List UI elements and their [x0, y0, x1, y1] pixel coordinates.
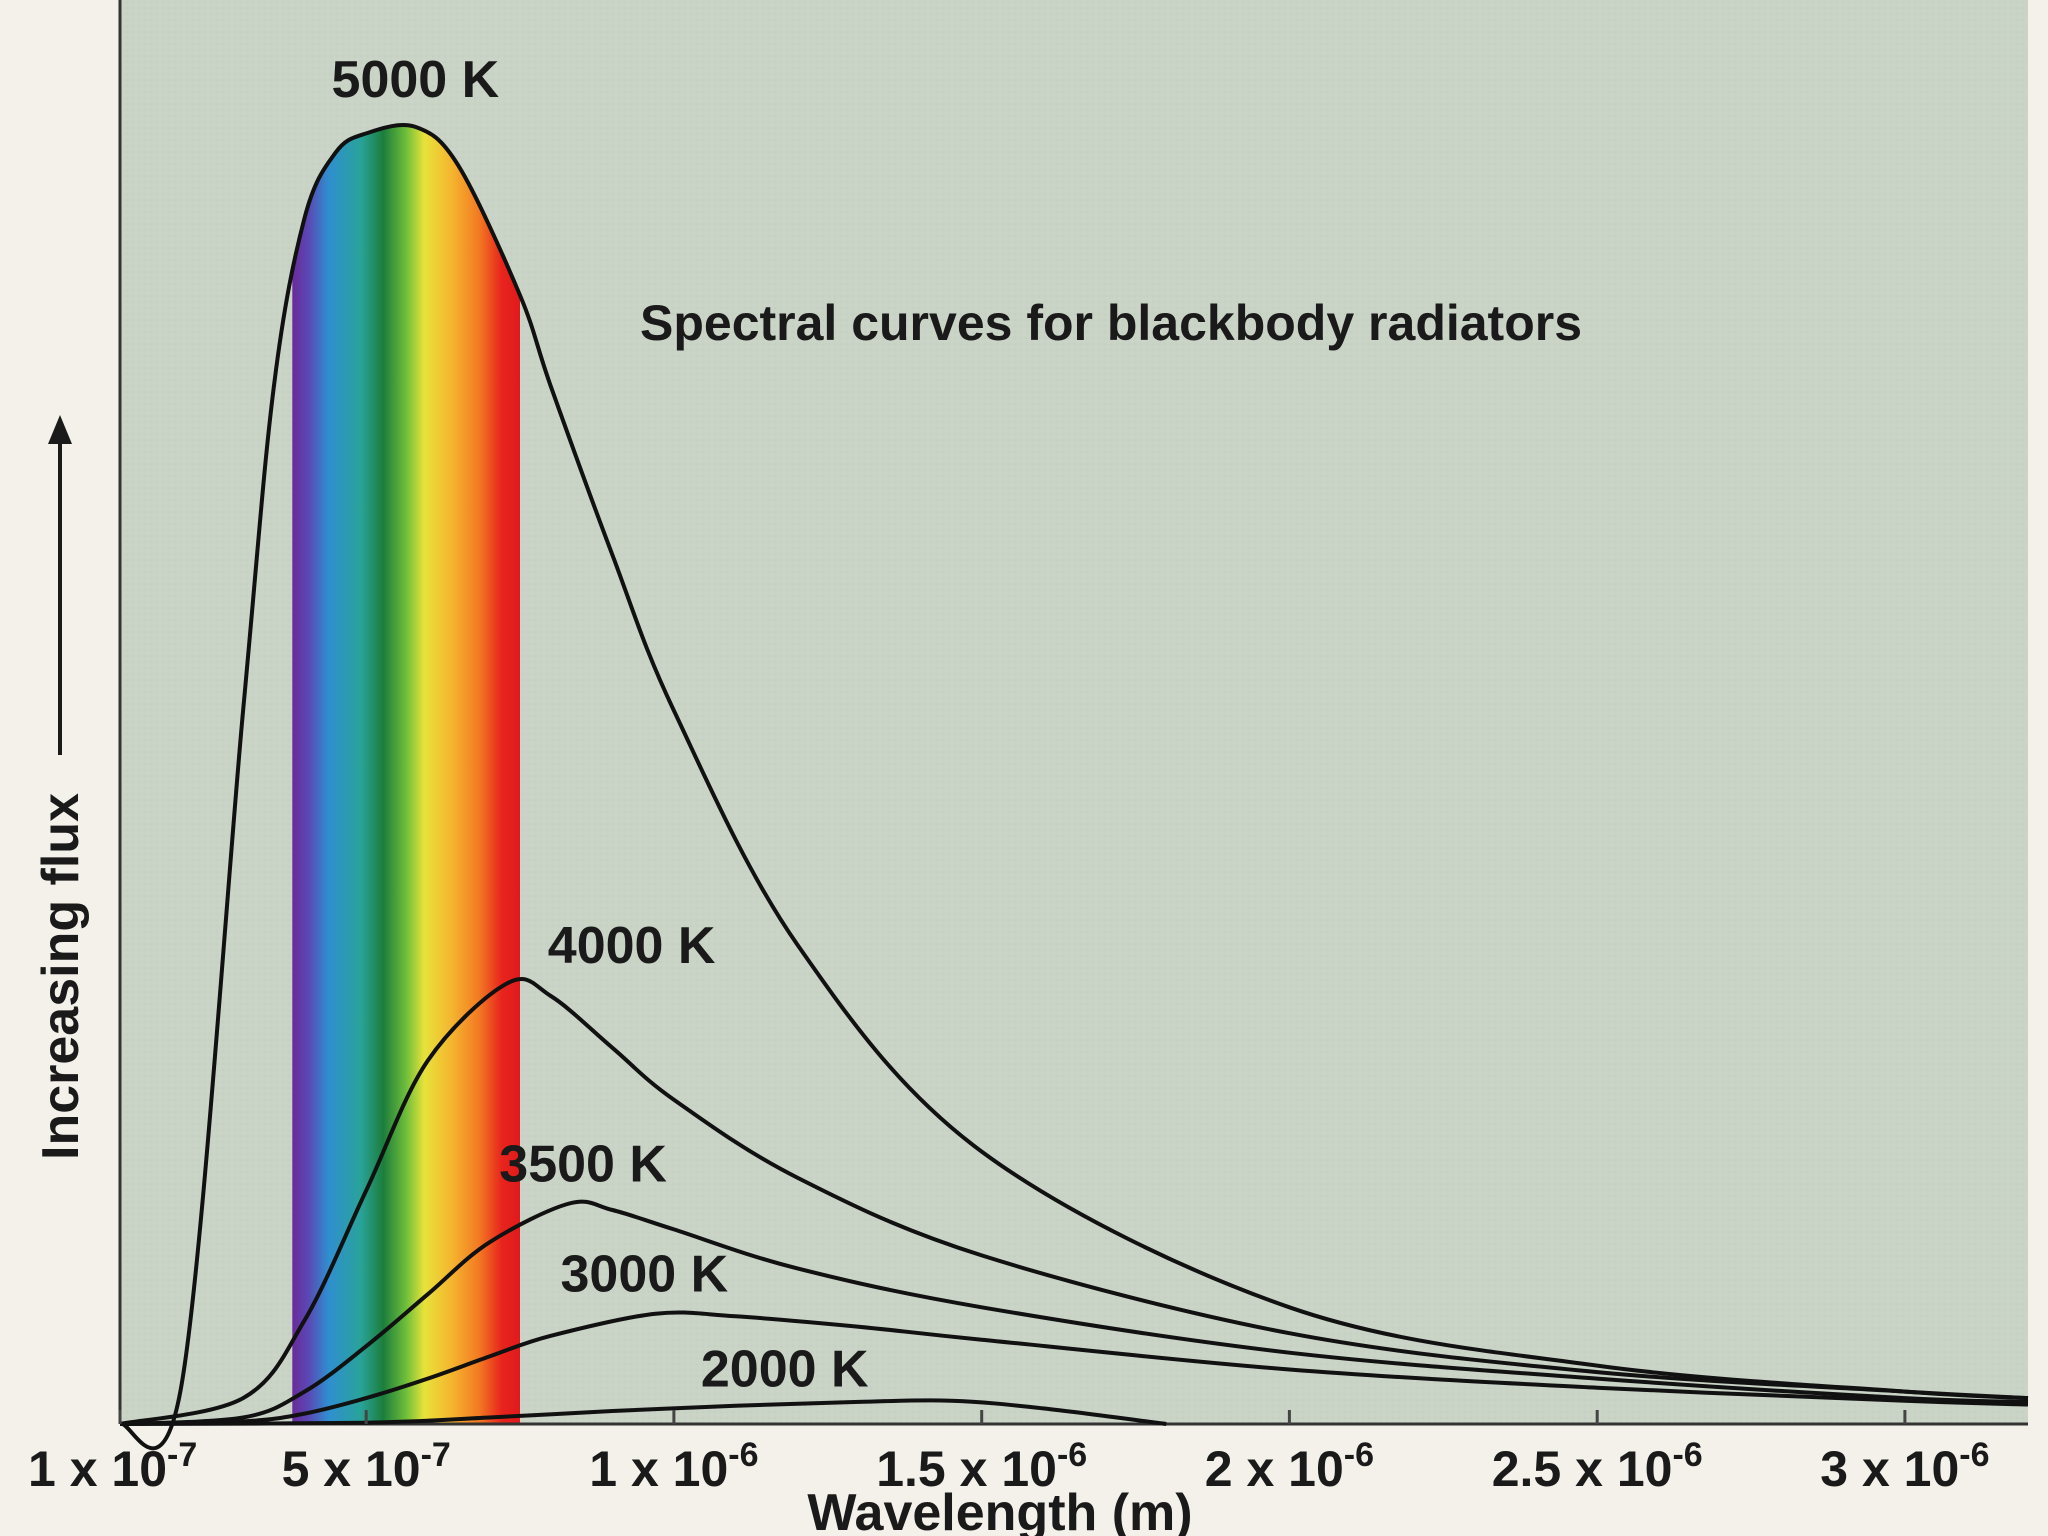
curves-layer [118, 123, 2029, 1451]
y-axis-arrowhead-icon [48, 415, 72, 444]
x-tick-label: 1 x 10-7 [28, 1436, 197, 1497]
x-axis-title: Wavelength (m) [807, 1484, 1192, 1536]
curve-label-4000k: 4000 K [548, 917, 716, 975]
curve-5000k [118, 123, 2029, 1451]
x-tick-label: 2 x 10-6 [1205, 1436, 1374, 1497]
curve-label-2000k: 2000 K [701, 1341, 869, 1399]
curve-4000k [119, 976, 2029, 1426]
chart-title: Spectral curves for blackbody radiators [640, 295, 1582, 351]
curve-3000k [119, 1310, 2029, 1426]
x-tick-label: 2.5 x 10-6 [1492, 1436, 1703, 1497]
y-axis-title: Increasing flux [32, 793, 90, 1160]
curve-label-5000k: 5000 K [332, 51, 500, 109]
visible-spectrum-band [292, 125, 520, 1424]
x-tick-label: 3 x 10-6 [1820, 1436, 1989, 1497]
x-tick-label: 1.5 x 10-6 [876, 1436, 1087, 1497]
curve-3500k [119, 1199, 2029, 1426]
curve-label-3000k: 3000 K [561, 1246, 729, 1304]
x-tick-label: 1 x 10-6 [589, 1436, 758, 1497]
x-ticks: 1 x 10-7 5 x 10-7 1 x 10-6 1.5 x 10-6 2 x 10… [28, 1410, 1990, 1497]
x-tick-label: 5 x 10-7 [282, 1436, 451, 1497]
curve-label-3500k: 3500 K [499, 1136, 667, 1194]
y-axis-title-group: Increasing flux [32, 415, 90, 1160]
curve-labels: 5000 K 4000 K 3500 K 3000 K 2000 K [332, 51, 869, 1399]
